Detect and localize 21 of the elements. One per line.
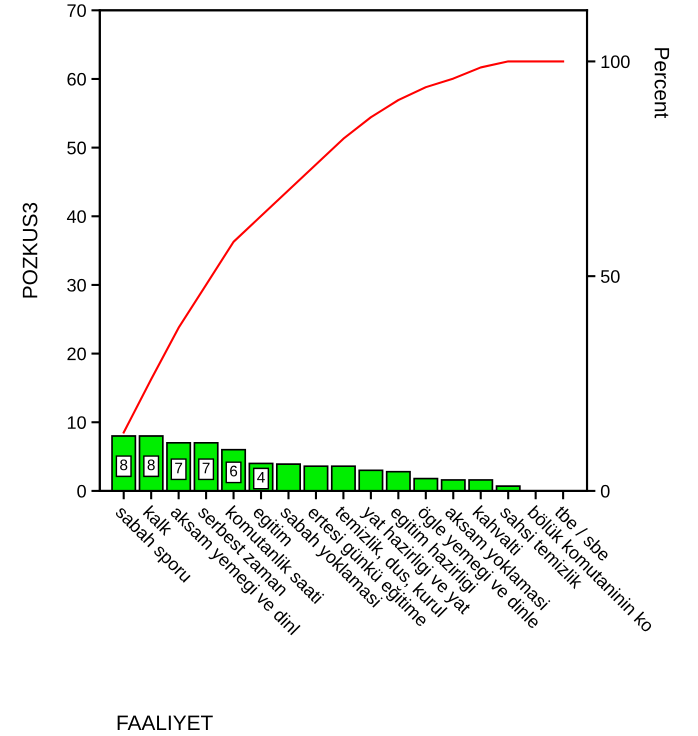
- y-tick-label: 50: [67, 142, 86, 154]
- y-tick-label: 0: [77, 484, 86, 498]
- data-label: 8: [148, 459, 155, 470]
- data-label: 4: [257, 472, 265, 483]
- data-label: 7: [202, 462, 210, 474]
- y-axis-title: POZKUS3: [22, 202, 38, 298]
- y2-tick-label: 50: [600, 270, 620, 283]
- y-tick-label: 70: [67, 4, 86, 18]
- y2-axis-title: Percent: [654, 48, 670, 118]
- data-label: 8: [120, 459, 128, 470]
- data-label: 7: [175, 462, 182, 474]
- y2-tick-label: 100: [602, 55, 630, 68]
- line-series: [122, 60, 564, 434]
- x-axis-title: FAALIYET: [118, 716, 213, 730]
- y-tick-label: 30: [67, 278, 86, 292]
- y-tick-label: 20: [67, 348, 86, 360]
- data-label: 6: [230, 466, 238, 476]
- y-tick-label: 10: [68, 416, 86, 429]
- y-tick-label: 60: [67, 72, 86, 86]
- y-tick-label: 40: [66, 210, 86, 223]
- y2-tick-label: 0: [600, 484, 610, 498]
